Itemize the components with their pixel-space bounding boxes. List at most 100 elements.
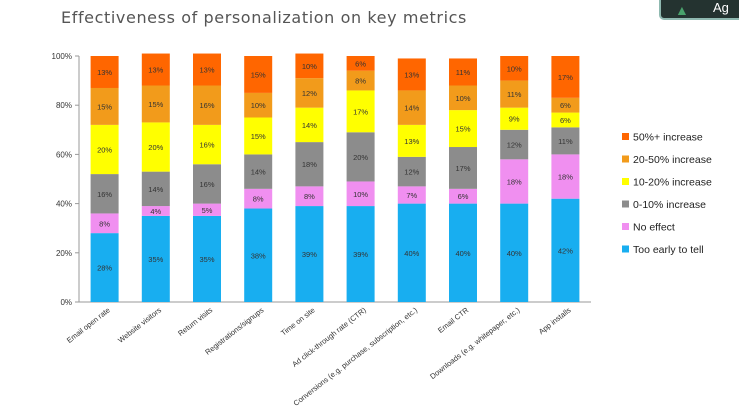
bar-segment[interactable] <box>193 85 221 125</box>
bar-segment[interactable] <box>551 97 580 113</box>
bar-segment[interactable] <box>500 129 529 160</box>
bar-segment[interactable] <box>295 78 324 108</box>
data-label: 14% <box>251 168 266 177</box>
bar-segment[interactable] <box>397 124 426 157</box>
bar-segment[interactable] <box>90 233 119 302</box>
bar-segment[interactable] <box>397 186 426 204</box>
data-label: 13% <box>199 66 214 75</box>
category-label: Website visitors <box>116 305 163 344</box>
bar-segment[interactable] <box>449 58 477 86</box>
bar-segment[interactable] <box>244 56 273 93</box>
bar-segment[interactable] <box>397 58 426 91</box>
bar-segment[interactable] <box>193 53 221 86</box>
bar-segment[interactable] <box>500 159 529 204</box>
data-label: 11% <box>558 137 573 146</box>
data-label: 9% <box>509 115 520 124</box>
legend-swatch <box>622 200 629 208</box>
bar-segment[interactable] <box>346 206 375 302</box>
legend-label: 0-10% increase <box>633 199 706 211</box>
bar-segment[interactable] <box>500 203 529 302</box>
bar-segment[interactable] <box>244 188 273 209</box>
logo-icon: ▲ <box>675 2 689 18</box>
bar-segment[interactable] <box>295 206 324 302</box>
data-label: 16% <box>199 101 214 110</box>
bar-segment[interactable] <box>346 90 375 133</box>
bar-segment[interactable] <box>141 206 170 216</box>
bar-segment[interactable] <box>244 92 273 118</box>
bar-segment[interactable] <box>193 203 221 216</box>
data-label: 18% <box>507 177 522 186</box>
data-label: 17% <box>558 73 573 82</box>
bar-segment[interactable] <box>500 80 529 108</box>
bar-segment[interactable] <box>244 117 273 155</box>
bar-segment[interactable] <box>193 124 221 165</box>
data-label: 35% <box>148 255 163 264</box>
bar-segment[interactable] <box>397 90 426 125</box>
legend-swatch <box>622 178 629 185</box>
bar-segment[interactable] <box>141 122 170 172</box>
bar-segment[interactable] <box>346 132 375 182</box>
data-label: 40% <box>404 249 419 258</box>
data-label: 10% <box>507 64 522 73</box>
bar-segment[interactable] <box>295 107 324 143</box>
legend-swatch <box>622 245 629 253</box>
bar-segment[interactable] <box>346 70 375 91</box>
bar-segment[interactable] <box>141 53 170 86</box>
y-tick-label: 80% <box>56 101 72 110</box>
bar-segment[interactable] <box>193 215 221 302</box>
data-label: 15% <box>148 100 163 109</box>
bar-segment[interactable] <box>449 110 477 148</box>
category-label: Time on site <box>279 305 317 337</box>
data-label: 42% <box>558 246 573 255</box>
bar-segment[interactable] <box>193 164 221 204</box>
bar-segment[interactable] <box>295 53 324 79</box>
bar-segment[interactable] <box>397 156 426 187</box>
bar-segment[interactable] <box>551 154 580 199</box>
bar-segment[interactable] <box>551 127 580 155</box>
y-tick-label: 40% <box>56 200 72 209</box>
bar-segment[interactable] <box>500 56 529 81</box>
data-label: 10% <box>455 94 470 103</box>
bar-segment[interactable] <box>551 112 580 128</box>
bar-segment[interactable] <box>397 203 426 302</box>
data-label: 13% <box>404 70 419 79</box>
bar-segment[interactable] <box>141 171 170 207</box>
legend-label: Too early to tell <box>633 244 704 256</box>
bar-segment[interactable] <box>90 56 119 88</box>
y-tick-label: 60% <box>56 150 72 159</box>
bar-segment[interactable] <box>346 181 375 207</box>
bar-segment[interactable] <box>90 124 119 175</box>
bar-segment[interactable] <box>449 147 477 189</box>
bar-segment[interactable] <box>295 142 324 187</box>
bar-segment[interactable] <box>449 203 477 302</box>
bar-segment[interactable] <box>244 154 273 189</box>
data-label: 38% <box>251 251 266 260</box>
data-label: 14% <box>148 185 163 194</box>
data-label: 14% <box>302 121 317 130</box>
bar-segment[interactable] <box>295 186 324 207</box>
y-tick-label: 0% <box>60 298 72 307</box>
data-label: 6% <box>560 116 571 125</box>
corner-badge[interactable]: ▲ Ag <box>659 0 739 20</box>
bar-segment[interactable] <box>449 85 477 111</box>
bar-segment[interactable] <box>90 87 119 125</box>
legend-label: 10-20% increase <box>633 177 712 189</box>
bar-segment[interactable] <box>551 198 580 302</box>
data-label: 10% <box>302 62 317 71</box>
data-label: 40% <box>455 249 470 258</box>
bar-segment[interactable] <box>90 174 119 214</box>
bar-segment[interactable] <box>90 213 119 234</box>
bar-segment[interactable] <box>551 56 580 98</box>
bar-segment[interactable] <box>141 215 170 302</box>
bar-segment[interactable] <box>500 107 529 130</box>
legend-swatch <box>622 223 629 230</box>
bar-segment[interactable] <box>244 208 273 302</box>
bar-segment[interactable] <box>346 56 375 71</box>
category-label: Email open rate <box>65 305 112 344</box>
bar-segment[interactable] <box>449 188 477 204</box>
data-label: 14% <box>404 104 419 113</box>
data-label: 18% <box>558 173 573 182</box>
data-label: 15% <box>97 102 112 111</box>
chart-title: Effectiveness of personalization on key … <box>61 8 467 27</box>
bar-segment[interactable] <box>141 85 170 123</box>
